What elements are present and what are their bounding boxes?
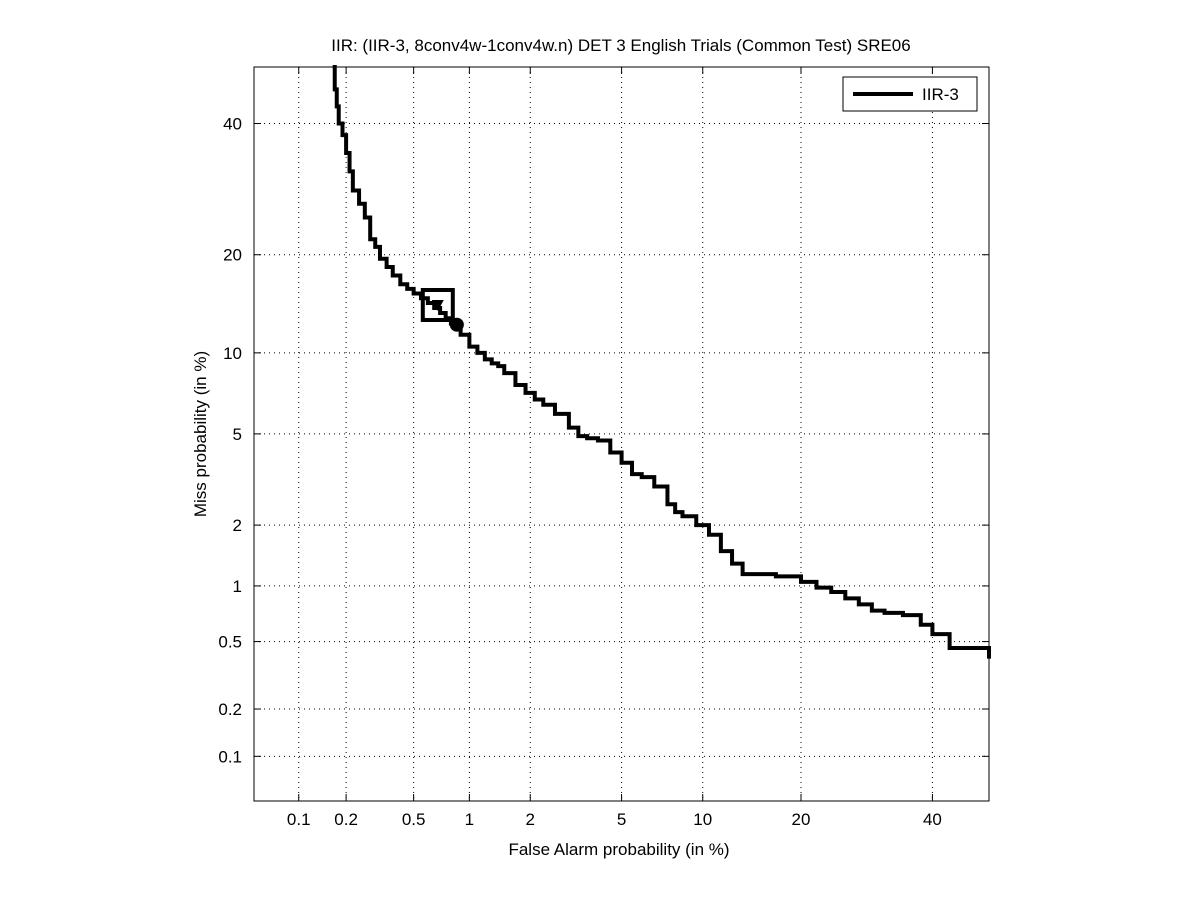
ticks-layer: 0.1 0.2 0.5 1 2 5 10 20 40 0.1 0.2 0.5 1 2 5 10 20 40 [218,67,989,829]
triangle-marker [431,299,444,311]
marker-layer [420,287,464,332]
y-tick-label: 5 [233,425,242,444]
x-axis-label: False Alarm probability (in %) [508,840,729,859]
y-axis-label: Miss probability (in %) [191,351,210,517]
y-tick-label: 40 [223,115,242,134]
y-tick-label: 1 [233,577,242,596]
x-tick-label: 10 [693,810,712,829]
actual-dcf-circle-marker [449,317,464,332]
x-tick-label: 0.5 [402,810,426,829]
x-tick-label: 0.2 [334,810,358,829]
min-dcf-square-marker [420,287,455,322]
series-line-iir-3 [332,65,991,659]
y-tick-label: 2 [233,516,242,535]
legend-label-iir-3: IIR-3 [922,85,959,104]
y-tick-label: 10 [223,344,242,363]
y-tick-label: 20 [223,246,242,265]
x-tick-label: 20 [792,810,811,829]
x-tick-label: 1 [465,810,474,829]
x-tick-label: 5 [617,810,626,829]
y-tick-label: 0.2 [218,700,242,719]
y-tick-label: 0.1 [218,747,242,766]
grid-layer [254,67,989,801]
y-tick-label: 0.5 [218,633,242,652]
x-tick-label: 2 [526,810,535,829]
legend: IIR-3 [842,76,978,112]
x-tick-label: 0.1 [287,810,311,829]
x-tick-label: 40 [923,810,942,829]
chart-title: IIR: (IIR-3, 8conv4w-1conv4w.n) DET 3 En… [331,36,910,55]
series-layer [332,65,991,659]
